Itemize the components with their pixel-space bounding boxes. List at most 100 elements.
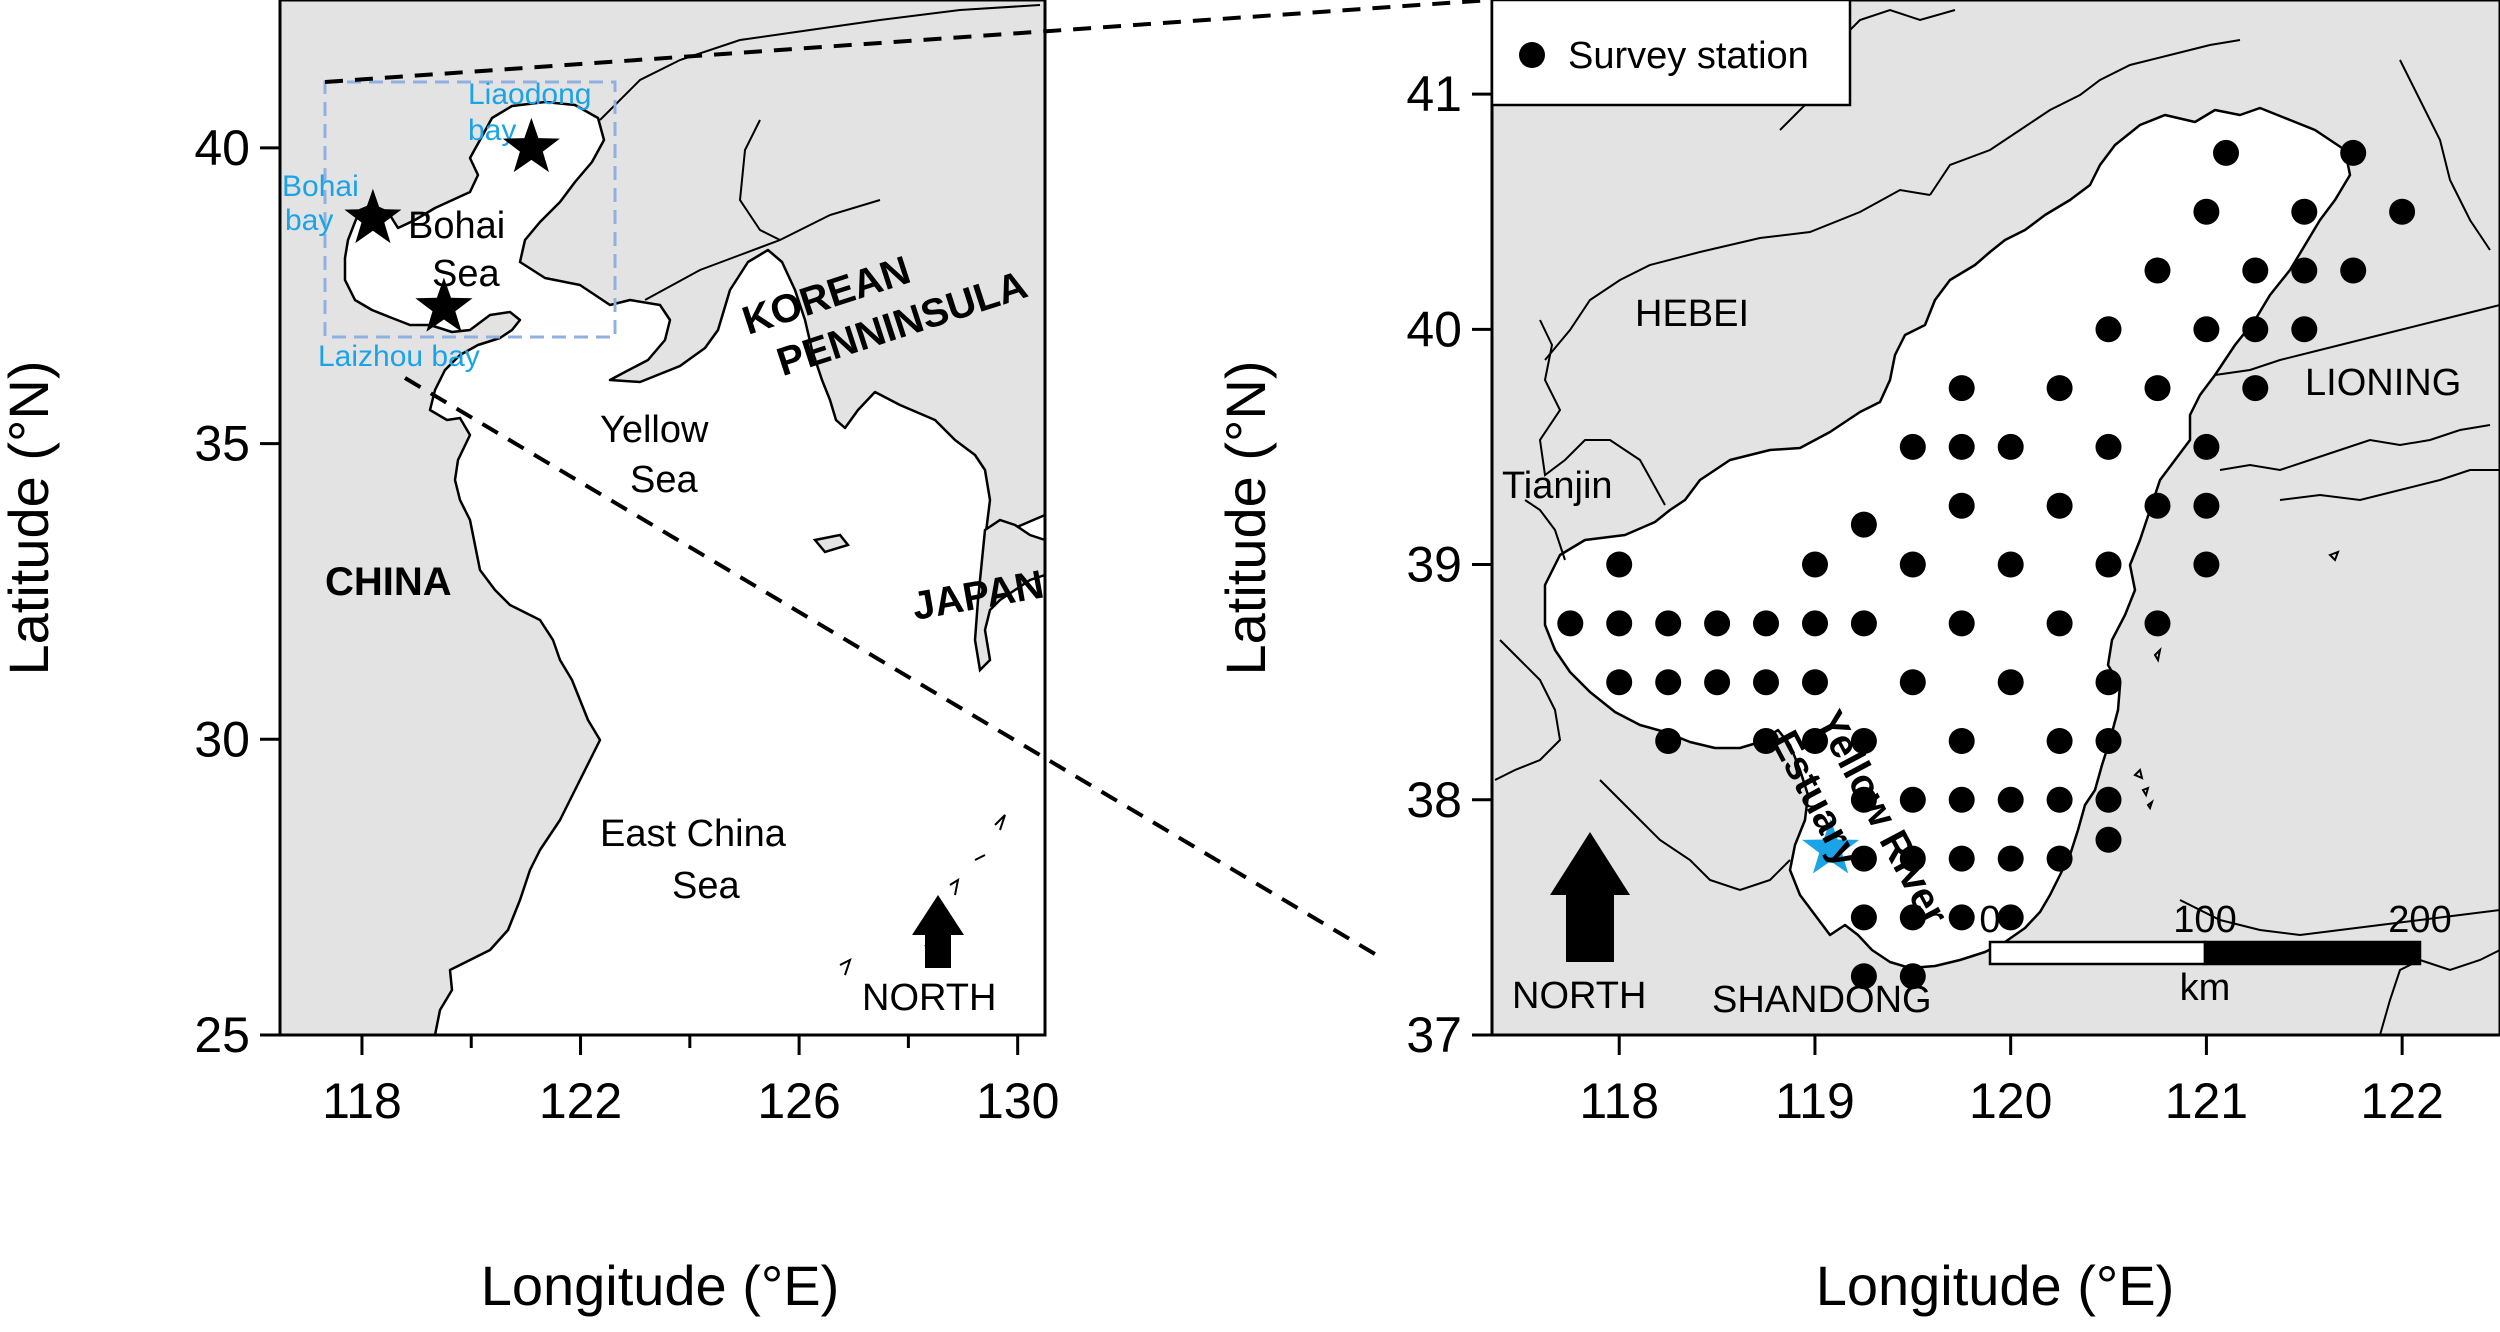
scale-bar: 0 100 200 km: [1979, 899, 2451, 1009]
survey-station-point: [1997, 845, 2024, 872]
survey-station-point: [2144, 610, 2171, 637]
scale-tick-100: 100: [2173, 899, 2236, 941]
survey-station-point: [1753, 728, 1779, 754]
label-north-right: NORTH: [1512, 975, 1646, 1017]
survey-station-point: [2144, 492, 2171, 519]
survey-station-point: [2193, 551, 2220, 578]
right-frame: [1490, 0, 2500, 1037]
survey-station-point: [1850, 610, 1877, 637]
legend-dot: [1519, 42, 1545, 68]
left-island-jeju: [812, 533, 851, 554]
survey-station-point: [1997, 904, 2024, 931]
label-tianjin: Tianjin: [1502, 465, 1613, 507]
scale-bar-white: [1988, 940, 2207, 966]
left-ylabel: Latitude (°N): [0, 361, 60, 676]
survey-station-point: [1802, 728, 1828, 754]
survey-station-point: [2291, 198, 2318, 225]
survey-station-point: [2389, 198, 2416, 225]
survey-station-point: [1655, 669, 1682, 696]
survey-station-point: [2242, 257, 2269, 284]
survey-station-point: [1899, 433, 1926, 460]
survey-station-point: [1948, 904, 1975, 931]
right-map: 118 119 120 121 122 37 38 39 40 41 Survey station…: [1214, 0, 2500, 1317]
survey-station-point: [2095, 551, 2122, 578]
label-shandong: SHANDONG: [1712, 979, 1932, 1021]
survey-station-point: [1557, 610, 1584, 637]
survey-station-point: [2046, 375, 2073, 402]
right-border-1: [1538, 319, 1666, 506]
survey-station-point: [1948, 786, 1975, 813]
label-bohai-bay-1: Bohai: [282, 170, 359, 203]
survey-station-point: [2144, 375, 2171, 402]
label-bohai-sea-1: Bohai: [408, 205, 505, 247]
survey-station-point: [1850, 511, 1877, 538]
survey-station-point: [1948, 433, 1975, 460]
right-border-11: [2399, 59, 2491, 251]
right-border-2: [1544, 188, 1931, 361]
survey-station-point: [1899, 786, 1926, 813]
label-yellow-sea-2: Sea: [630, 459, 698, 501]
right-xtick-label: 119: [1775, 1073, 1855, 1129]
survey-station-point: [2095, 826, 2122, 853]
left-korea-border: [644, 199, 881, 301]
right-sea: [1543, 106, 2352, 970]
scale-unit: km: [2180, 967, 2231, 1009]
survey-station-point: [2340, 139, 2367, 166]
survey-station-point: [1850, 728, 1877, 754]
station-points: [1557, 139, 2416, 990]
survey-station-point: [1850, 786, 1877, 813]
survey-station-point: [2291, 316, 2318, 343]
right-xtick-label: 118: [1579, 1073, 1659, 1129]
right-border-12: [2179, 899, 2500, 937]
survey-station-point: [2340, 257, 2367, 284]
label-laizhou: Laizhou bay: [318, 340, 480, 373]
survey-station-point: [1802, 551, 1828, 578]
survey-station-point: [1655, 610, 1682, 637]
survey-station-point: [2046, 610, 2073, 637]
left-ytick-label: 35: [194, 416, 250, 472]
right-xtick-label: 120: [1969, 1073, 2052, 1129]
right-ticks: 118 119 120 121 122 37 38 39 40 41: [1406, 66, 2443, 1129]
left-inner-border: [738, 119, 781, 241]
label-hebei: HEBEI: [1635, 293, 1749, 335]
survey-station-point: [1606, 669, 1633, 696]
survey-station-point: [2291, 257, 2318, 284]
label-ecs-1: East China: [600, 813, 787, 855]
survey-station-point: [1850, 963, 1877, 990]
bay-star-icon: [502, 117, 560, 173]
survey-station-point: [1948, 845, 1975, 872]
survey-station-point: [2095, 786, 2122, 813]
survey-station-point: [1948, 375, 1975, 402]
left-island-japan: [973, 518, 1047, 673]
survey-station-point: [2242, 316, 2269, 343]
left-xtick-label: 130: [976, 1073, 1059, 1129]
right-border-8: [2214, 304, 2500, 376]
left-china-border: [599, 4, 1041, 121]
right-border-5: [1494, 639, 1562, 781]
label-yellow-sea-1: Yellow: [600, 409, 709, 451]
survey-station-point: [2046, 845, 2073, 872]
estuary-star-icon: [1802, 819, 1860, 874]
right-border-9: [2219, 424, 2491, 472]
right-xtick-label: 122: [2360, 1073, 2443, 1129]
survey-station-point: [1997, 669, 2024, 696]
label-liaodong-1: Liaodong: [468, 78, 591, 111]
label-bohai-bay-2: bay: [285, 204, 333, 237]
survey-station-point: [1704, 669, 1731, 696]
right-border-3: [1929, 39, 2241, 196]
survey-station-point: [1997, 551, 2024, 578]
scale-bar-black: [2203, 940, 2422, 966]
label-lioning: LIONING: [2305, 362, 2461, 404]
survey-station-point: [1948, 728, 1975, 754]
left-inset-box: [323, 80, 617, 339]
survey-station-point: [1850, 845, 1877, 872]
survey-station-point: [2095, 728, 2122, 754]
left-ytick-label: 25: [194, 1007, 250, 1063]
left-xtick-label: 118: [322, 1073, 402, 1129]
survey-station-point: [1997, 433, 2024, 460]
survey-station-point: [2095, 316, 2122, 343]
survey-station-point: [2046, 728, 2073, 754]
survey-station-point: [2095, 669, 2122, 696]
survey-station-point: [2242, 375, 2269, 402]
